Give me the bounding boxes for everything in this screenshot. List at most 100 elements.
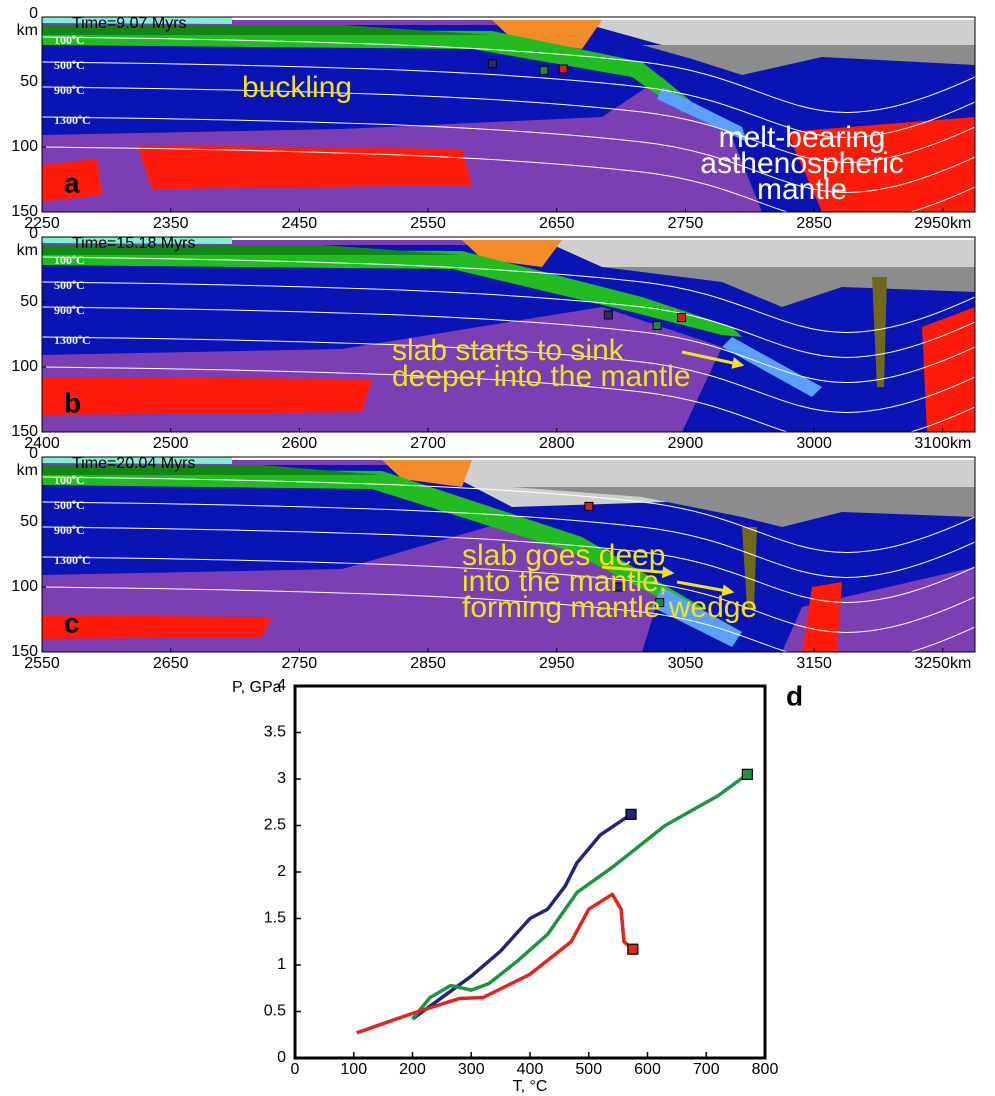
isotherm-label: 1300ºC	[54, 333, 91, 347]
x-tick-label: 3000	[796, 435, 832, 452]
isotherm	[42, 256, 975, 333]
end-marker	[627, 943, 639, 955]
panel-label: c	[64, 607, 80, 638]
material	[42, 25, 492, 35]
x-tick-label: 2500	[153, 435, 189, 452]
air	[42, 457, 975, 460]
x-tick-label: 500	[575, 1061, 602, 1078]
y-tick-label: 150	[11, 423, 38, 440]
panel-label: d	[786, 680, 803, 711]
x-tick-label: 2750	[282, 655, 318, 672]
material	[787, 117, 975, 212]
material	[42, 457, 232, 464]
isotherm-label: 100ºC	[54, 33, 85, 47]
x-tick-label: 2950km	[914, 215, 971, 232]
x-tick-label: 2350	[153, 215, 189, 232]
material	[542, 240, 975, 267]
isotherm	[42, 586, 975, 652]
material	[42, 237, 232, 244]
x-tick-label: 700	[693, 1061, 720, 1078]
x-tick-label: 300	[458, 1061, 485, 1078]
annotation-line: melt-bearing	[719, 121, 886, 154]
annotation: melt-bearing asthenospheric mantle	[700, 121, 903, 206]
marker	[677, 313, 687, 323]
annotation-line: deeper into the mantle	[392, 360, 691, 393]
annotation: slab goes deep into the mantle, forming ma…	[462, 539, 757, 624]
material	[382, 460, 472, 487]
isotherm	[42, 556, 975, 633]
material	[462, 240, 562, 267]
pt-path	[411, 772, 749, 1021]
isotherm	[42, 116, 975, 193]
isotherm	[42, 36, 975, 113]
x-tick-label: 2400	[24, 435, 60, 452]
time-label: Time=9.07 Myrs	[72, 15, 187, 32]
frame	[41, 16, 976, 213]
x-tick-label: 0	[291, 1061, 300, 1078]
isotherm-label: 900ºC	[54, 303, 85, 317]
y-tick-label: 50	[20, 73, 38, 90]
isotherm-label: 100ºC	[54, 253, 85, 267]
marker	[655, 598, 665, 608]
y-tick-label: 4	[277, 677, 286, 694]
end-marker	[741, 768, 753, 780]
annotation-line: into the mantle,	[462, 565, 667, 598]
y-tick-label: 150	[11, 643, 38, 660]
isotherm-label: 500ºC	[54, 498, 85, 512]
y-tick-label: 100	[11, 358, 38, 375]
arrow	[681, 350, 745, 369]
material	[492, 20, 602, 49]
material	[642, 45, 975, 75]
y-tick-label: 1.5	[264, 910, 286, 927]
panel-label: b	[64, 387, 81, 418]
x-tick-label: 800	[752, 1061, 779, 1078]
field	[42, 237, 975, 432]
marker	[539, 65, 549, 75]
x-tick-label: 2250	[24, 215, 60, 232]
x-tick-label: 2450	[282, 215, 318, 232]
x-tick-label: 3100km	[914, 435, 971, 452]
material	[802, 582, 842, 652]
field	[42, 17, 975, 212]
annotation-line: buckling	[242, 71, 352, 104]
y-tick-label: 2	[277, 863, 286, 880]
material	[42, 377, 372, 415]
marker	[652, 320, 662, 330]
y-tick-label: 0	[29, 5, 38, 22]
annotation-line: mantle	[757, 173, 847, 206]
material	[42, 245, 975, 432]
x-tick-label: 2650	[539, 215, 575, 232]
material	[652, 587, 742, 647]
annotation-line: asthenospheric	[700, 147, 903, 180]
y-axis-label: P, GPa	[232, 679, 282, 696]
marker	[614, 582, 624, 592]
annotation: buckling	[242, 71, 352, 104]
isotherm-label: 500ºC	[54, 278, 85, 292]
x-tick-label: 2550	[410, 215, 446, 232]
isotherm	[42, 86, 975, 163]
x-axis-label: T, °C	[513, 1078, 548, 1095]
x-tick-label: 200	[399, 1061, 426, 1078]
material	[42, 29, 712, 117]
model-panel: 100ºC 500ºC 900ºC 1300ºC Time=20.04 Myrs c sla…	[11, 445, 976, 672]
frame	[41, 456, 976, 653]
x-tick-label: 2800	[539, 435, 575, 452]
y-tick-label: 100	[11, 138, 38, 155]
model-panel: 100ºC 500ºC 900ºC 1300ºC Time=9.07 Myrs a buck…	[11, 5, 976, 232]
x-tick-label: 600	[634, 1061, 661, 1078]
y-unit: km	[17, 22, 38, 39]
air	[42, 237, 975, 240]
annotation-line: slab starts to sink	[392, 334, 625, 367]
material	[42, 245, 462, 255]
field	[42, 457, 975, 652]
arrow	[601, 565, 675, 579]
isotherm	[42, 526, 975, 603]
material	[42, 615, 272, 639]
material	[742, 527, 757, 607]
x-tick-label: 3150	[796, 655, 832, 672]
annotation: slab starts to sink deeper into the mantl…	[392, 334, 691, 393]
isotherm	[42, 476, 975, 553]
isotherm	[42, 336, 975, 413]
isotherm-label: 1300ºC	[54, 113, 91, 127]
